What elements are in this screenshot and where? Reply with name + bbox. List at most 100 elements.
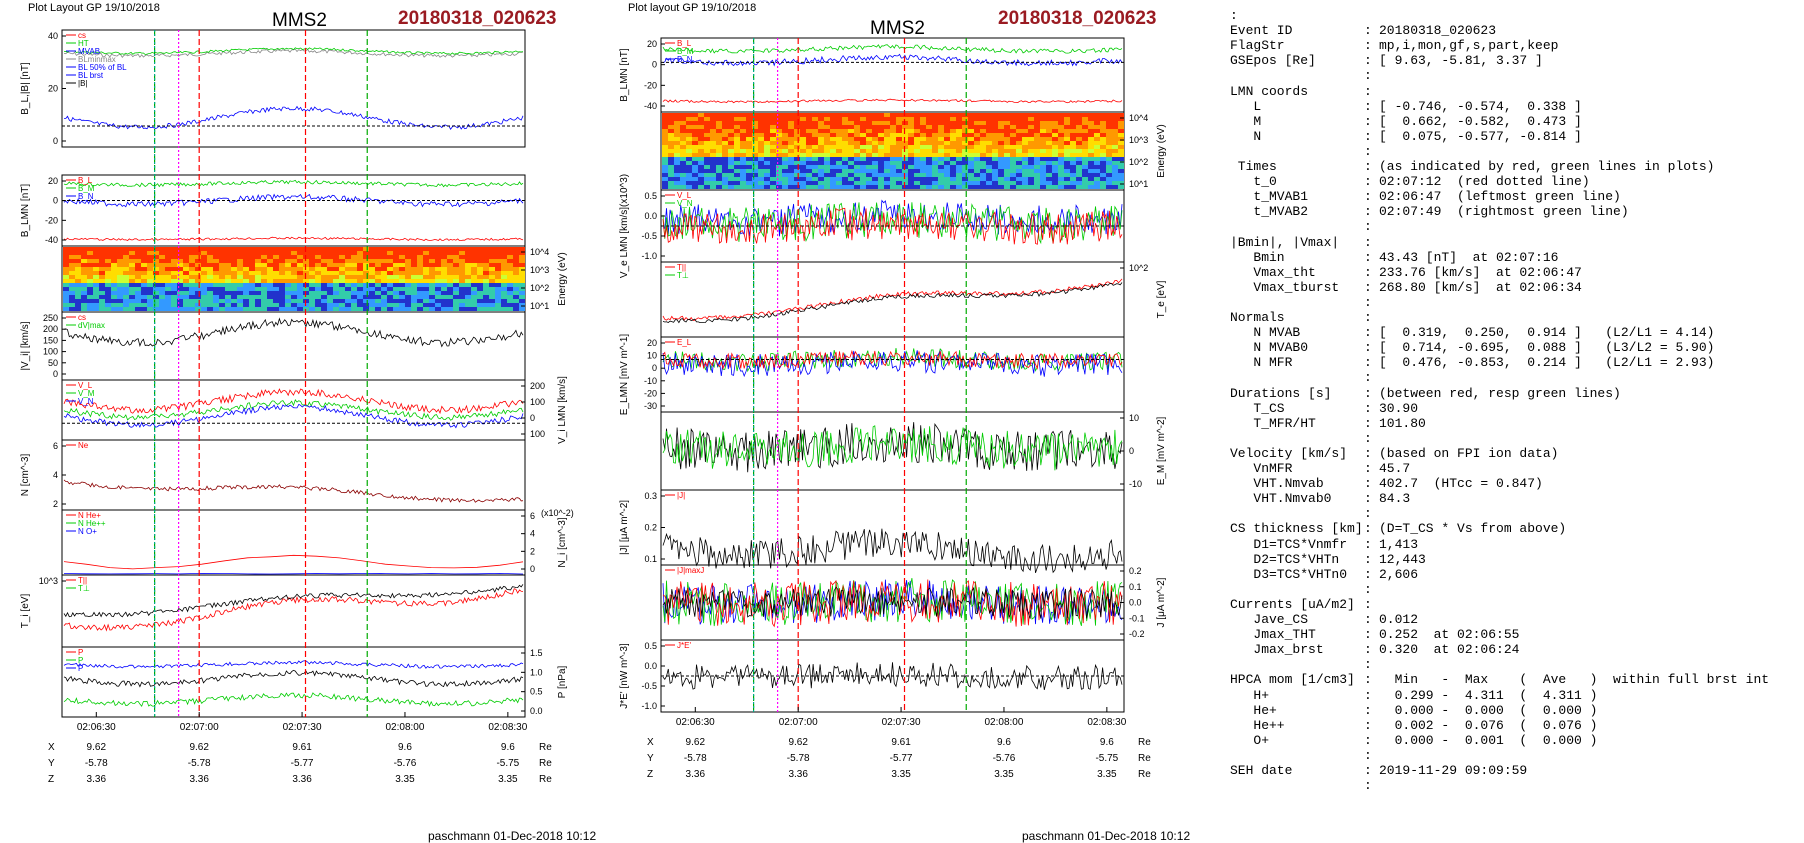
info-colon: : <box>1364 627 1372 643</box>
spectrogram-cell <box>998 161 1004 165</box>
spectrogram-cell <box>1004 165 1010 169</box>
spectrogram-cell <box>1070 173 1076 177</box>
spectrogram-cell <box>465 299 471 303</box>
info-key: N MVAB <box>1230 325 1301 341</box>
spectrogram-cell <box>830 169 836 173</box>
spectrogram-cell <box>1022 165 1028 169</box>
spectrogram-cell <box>842 145 848 149</box>
spectrogram-cell <box>375 275 381 279</box>
spectrogram-cell <box>471 247 477 251</box>
spectrogram-cell <box>183 255 189 259</box>
spectrogram-cell <box>471 267 477 271</box>
scale-label: (x10^-2) <box>541 508 574 518</box>
info-value: 12,443 <box>1379 551 1426 567</box>
spectrogram-cell <box>686 169 692 173</box>
spectrogram-cell <box>908 125 914 129</box>
spectrogram-cell <box>986 165 992 169</box>
spectrogram-cell <box>866 141 872 145</box>
spectrogram-cell <box>435 247 441 251</box>
spectrogram-cell <box>333 291 339 295</box>
spectrogram-cell <box>189 295 195 299</box>
spectrogram-cell <box>213 307 219 311</box>
spectrogram-cell <box>1022 133 1028 137</box>
spectrogram-cell <box>387 263 393 267</box>
spectrogram-cell <box>87 295 93 299</box>
spectrogram-cell <box>219 291 225 295</box>
spectrogram-cell <box>171 271 177 275</box>
spectrogram-cell <box>327 275 333 279</box>
spectrogram-cell <box>1100 121 1106 125</box>
spectrogram-cell <box>872 125 878 129</box>
spectrogram-cell <box>201 283 207 287</box>
spectrogram-cell <box>920 185 926 189</box>
info-colon: : <box>1364 264 1372 280</box>
spectrogram-cell <box>273 275 279 279</box>
spectrogram-cell <box>357 247 363 251</box>
spectrogram-cell <box>974 129 980 133</box>
spectrogram-cell <box>297 255 303 259</box>
spectrogram-cell <box>237 247 243 251</box>
spectrogram-cell <box>1016 149 1022 153</box>
spectrogram-cell <box>692 125 698 129</box>
spectrogram-cell <box>920 181 926 185</box>
spectrogram-cell <box>872 121 878 125</box>
legend-entry: |J| <box>677 491 685 500</box>
spectrogram-cell <box>968 165 974 169</box>
spectrogram-cell <box>1028 129 1034 133</box>
spectrogram-cell <box>87 291 93 295</box>
info-value: 84.3 <box>1379 491 1411 507</box>
spectrogram-cell <box>465 283 471 287</box>
spectrogram-cell <box>662 185 668 189</box>
spectrogram-cell <box>770 125 776 129</box>
spectrogram-cell <box>171 255 177 259</box>
spectrogram-cell <box>363 259 369 263</box>
spectrogram-cell <box>435 259 441 263</box>
spectrogram-cell <box>255 299 261 303</box>
spectrogram-cell <box>231 303 237 307</box>
spectrogram-cell <box>776 185 782 189</box>
spectrogram-cell <box>746 113 752 117</box>
spectrogram-cell <box>447 271 453 275</box>
spectrogram-cell <box>1088 165 1094 169</box>
spectrogram-cell <box>183 283 189 287</box>
spectrogram-cell <box>291 271 297 275</box>
info-colon: : <box>1364 702 1372 718</box>
spectrogram-cell <box>321 307 327 311</box>
spectrogram-cell <box>183 263 189 267</box>
spectrogram-cell <box>770 185 776 189</box>
spectrogram-cell <box>123 287 129 291</box>
spectrogram-cell <box>489 255 495 259</box>
y-tick-label: 10^3 <box>530 265 549 275</box>
spectrogram-cell <box>417 287 423 291</box>
spectrogram-cell <box>932 149 938 153</box>
spectrogram-cell <box>776 177 782 181</box>
spectrogram-cell <box>1004 141 1010 145</box>
spectrogram-cell <box>974 113 980 117</box>
spectrogram-cell <box>339 279 345 283</box>
spectrogram-cell <box>980 125 986 129</box>
spectrogram-cell <box>962 177 968 181</box>
spectrogram-cell <box>734 113 740 117</box>
ephem-value: 9.62 <box>87 742 107 753</box>
spectrogram-cell <box>674 153 680 157</box>
spectrogram-cell <box>159 247 165 251</box>
spectrogram-cell <box>812 117 818 121</box>
spectrogram-cell <box>147 259 153 263</box>
spectrogram-cell <box>405 299 411 303</box>
info-colon: : <box>1364 294 1372 310</box>
y-axis-label: B_LMN [nT] <box>20 184 31 238</box>
spectrogram-cell <box>111 263 117 267</box>
spectrogram-cell <box>872 157 878 161</box>
spectrogram-cell <box>680 149 686 153</box>
spectrogram-cell <box>950 133 956 137</box>
spectrogram-cell <box>1022 117 1028 121</box>
spectrogram-cell <box>345 255 351 259</box>
spectrogram-cell <box>411 295 417 299</box>
spectrogram-cell <box>495 271 501 275</box>
spectrogram-cell <box>249 251 255 255</box>
spectrogram-cell <box>860 117 866 121</box>
spectrogram-cell <box>1022 181 1028 185</box>
spectrogram-cell <box>249 247 255 251</box>
spectrogram-cell <box>686 133 692 137</box>
spectrogram-cell <box>662 113 668 117</box>
